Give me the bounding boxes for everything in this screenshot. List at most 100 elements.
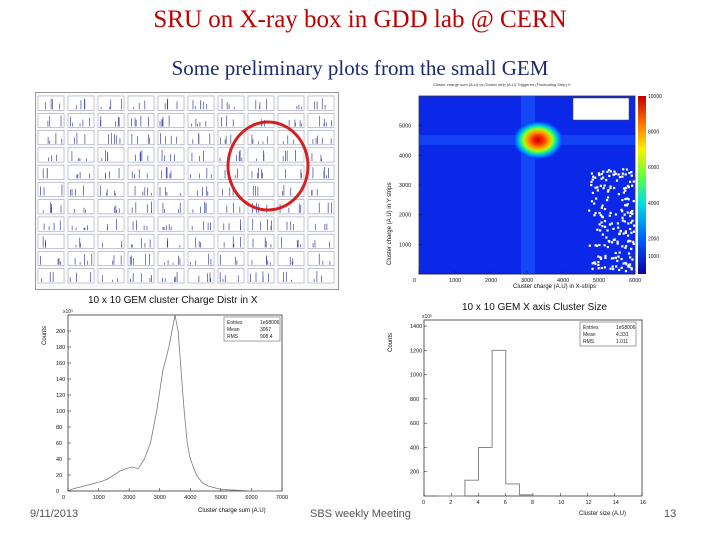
thumbnail-cell [307, 216, 335, 232]
cluster-size-panel: x10³ Entries 1e58006 Mean 4.331 RMS 1.011 0 2 4… [384, 312, 668, 520]
charge-y-tick-label: 120 [56, 393, 65, 399]
thumbnail-cell [37, 147, 65, 163]
size-x-tick-label: 8 [531, 500, 534, 506]
thumbnail-cell [307, 95, 335, 111]
thumbnail-cell [127, 164, 155, 180]
charge-distr-svg: x10³ Entries 1e58006 Mean 3067 RMS 908.4 0 100… [42, 309, 288, 514]
charge-xlabel: Cluster charge sum (A.U) [198, 508, 266, 514]
page-number: 13 [664, 508, 677, 520]
charge-stat-label: Entries [227, 320, 243, 326]
thumbnail-cell [157, 95, 185, 111]
thumbnail-cell [187, 268, 215, 284]
size-stat-label: Mean [583, 332, 596, 338]
thumbnail-cell [67, 233, 95, 249]
charge-x-tick-label: 0 [62, 495, 65, 501]
thumbnail-cell [217, 199, 245, 215]
charge-y-tick-label: 0 [56, 489, 59, 495]
size-x-tick-label: 10 [558, 500, 564, 506]
thumbnail-cell [187, 147, 215, 163]
size-stat-value: 4.331 [616, 332, 629, 338]
heatmap-z-tick-label: 4000 [648, 201, 659, 207]
thumbnail-cell [157, 199, 185, 215]
size-exponent: x10³ [422, 314, 432, 320]
size-stats-box [579, 321, 637, 347]
thumbnail-cell [37, 199, 65, 215]
thumbnail-cell [127, 216, 155, 232]
highlight-circle [226, 120, 310, 212]
size-x-tick-label: 0 [422, 500, 425, 506]
thumbnail-cell [187, 216, 215, 232]
charge-y-tick-label: 200 [56, 329, 65, 335]
thumbnail-cell [97, 164, 125, 180]
charge-y-tick-label: 160 [56, 361, 65, 367]
thumbnail-cell [67, 268, 95, 284]
thumbnail-cell [97, 182, 125, 197]
charge-distr-panel: x10³ Entries 1e58006 Mean 3067 RMS 908.4 0 100… [38, 305, 292, 515]
charge-ylabel: Counts [42, 326, 48, 345]
heatmap-z-tick-label: 8000 [648, 130, 659, 136]
thumbnail-cell [277, 95, 305, 111]
thumbnail-cell [157, 182, 185, 197]
thumbnail-cell [37, 95, 65, 111]
thumbnail-cell [217, 251, 245, 266]
thumbnail-cell [277, 233, 305, 249]
heatmap-xlabel: Cluster charge (A.U) in X-strips [513, 284, 596, 290]
size-y-tick-label: 1400 [410, 324, 422, 330]
cluster-size-svg: x10³ Entries 1e58006 Mean 4.331 RMS 1.011 0 2 4… [388, 314, 646, 517]
heatmap-y-tick-label: 3000 [399, 183, 411, 189]
size-x-tick-label: 2 [449, 500, 452, 506]
thumbnail-cell [37, 113, 65, 128]
size-stat-value: 1e58006 [616, 325, 636, 331]
thumbnail-cell [157, 216, 185, 232]
charge-stats-box [223, 316, 281, 342]
thumbnail-cell [247, 130, 275, 146]
footer-date: 9/11/2013 [30, 508, 79, 520]
size-y-tick-label: 600 [410, 421, 419, 427]
thumbnail-cell [307, 130, 335, 146]
heatmap-x-tick-label: 2000 [485, 278, 497, 284]
charge-x-tick-label: 6000 [245, 495, 257, 501]
thumbnail-cell [217, 164, 245, 180]
charge-x-tick-label: 7000 [276, 495, 288, 501]
charge-stat-label: Mean [227, 327, 240, 333]
charge-distr-histogram [67, 314, 282, 492]
heatmap-hotspot [512, 120, 564, 160]
charge-x-tick-label: 4000 [184, 495, 196, 501]
thumbnail-cell [97, 113, 125, 128]
thumbnail-cell [37, 182, 65, 197]
size-ylabel: Counts [388, 333, 394, 352]
thumbnail-cell [277, 113, 305, 128]
thumbnail-cell [67, 95, 95, 111]
heatmap-ylabel: Cluster charge (A.U) in Y strips [387, 183, 393, 265]
heatmap-y-tick-label: 1000 [399, 242, 411, 248]
size-x-tick-label: 12 [586, 500, 592, 506]
thumbnail-cell [247, 268, 275, 284]
thumbnail-cell [67, 113, 95, 128]
charge-y-tick-label: 100 [56, 409, 65, 415]
thumbnail-cell [157, 113, 185, 128]
charge-x-tick-label: 2000 [123, 495, 135, 501]
charge-distr-title: 10 x 10 GEM cluster Charge Distr in X [88, 295, 258, 306]
heatmap-y-tick-label: 5000 [399, 124, 411, 130]
thumbnail-cell [187, 199, 215, 215]
thumbnail-cell [127, 130, 155, 146]
charge-y-tick-label: 60 [56, 441, 62, 447]
size-y-tick-label: 200 [410, 470, 419, 476]
thumbnail-cell [217, 113, 245, 128]
thumbnail-cell [127, 147, 155, 163]
size-y-tick-label: 1000 [410, 373, 422, 379]
thumbnail-cell [187, 113, 215, 128]
thumbnail-cell [277, 182, 305, 197]
thumbnail-cell [307, 113, 335, 128]
heatmap-x-tick-label: 4000 [557, 278, 569, 284]
charge-x-tick-label: 3000 [154, 495, 166, 501]
charge-y-tick-label: 180 [56, 345, 65, 351]
thumbnail-cell [247, 95, 275, 111]
strip-thumbnail-grid [35, 92, 339, 290]
thumbnail-cell [217, 147, 245, 163]
heatmap-panel: Cluster charge sum (A.U) vs Cluster stri… [383, 80, 665, 292]
thumbnail-cell [307, 199, 335, 215]
heatmap-x-tick-label: 0 [413, 278, 416, 284]
thumbnail-cell [277, 199, 305, 215]
thumbnail-cell [67, 199, 95, 215]
